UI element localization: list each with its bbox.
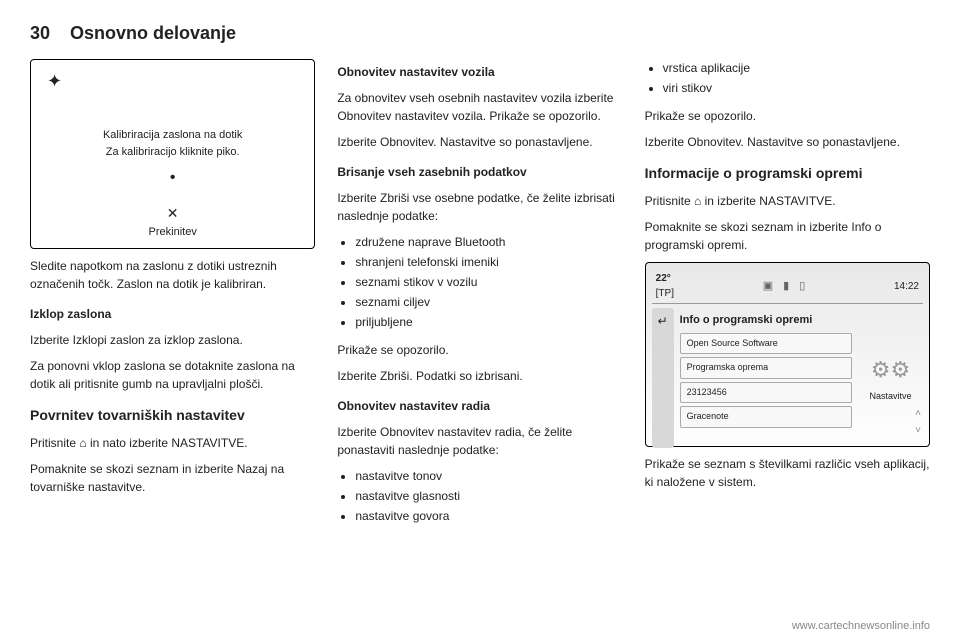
- para: Izberite Zbriši vse osebne podatke, če ž…: [337, 189, 622, 225]
- footer-link: www.cartechnewsonline.info: [792, 618, 930, 635]
- status-icon: ▮: [783, 278, 789, 295]
- para: Izberite Obnovitev. Nastavitve so ponast…: [645, 133, 930, 151]
- para: Pritisnite in nato izberite NASTAVITVE.: [30, 434, 315, 452]
- bullet-list: nastavitve tonov nastavitve glasnosti na…: [337, 467, 622, 527]
- list-item: Gracenote: [680, 406, 852, 428]
- column-1: ✦ Kalibriracija zaslona na dotik Za kali…: [30, 59, 315, 527]
- cancel-label: Prekinitev: [149, 226, 197, 238]
- list-item: shranjeni telefonski imeniki: [355, 253, 622, 271]
- list-item: nastavitve glasnosti: [355, 487, 622, 505]
- para: Izberite Zbriši. Podatki so izbrisani.: [337, 367, 622, 385]
- heading: Informacije o programski opremi: [645, 163, 930, 184]
- list-item: 23123456: [680, 382, 852, 404]
- para: Pritisnite in izberite NASTAVITVE.: [645, 192, 930, 210]
- para: Izberite Obnovitev. Nastavitve so ponast…: [337, 133, 622, 151]
- para: Za ponovni vklop zaslona se dotaknite za…: [30, 357, 315, 393]
- subheading: Izklop zaslona: [30, 305, 315, 323]
- subheading: Brisanje vseh zasebnih podatkov: [337, 163, 622, 181]
- ui-title: Info o programski opremi: [680, 312, 852, 329]
- status-icon: ▯: [799, 278, 805, 295]
- calib-title: Kalibriracija zaslona na dotik: [103, 127, 242, 144]
- column-2: Obnovitev nastavitev vozila Za obnovitev…: [337, 59, 622, 527]
- list-item: viri stikov: [663, 79, 930, 97]
- calib-instruction: Za kalibriracijo kliknite piko.: [103, 144, 242, 161]
- list-item: nastavitve tonov: [355, 467, 622, 485]
- list-item: Open Source Software: [680, 333, 852, 355]
- chevron-down-icon: ˅: [915, 423, 921, 438]
- bullet-list: vrstica aplikacije viri stikov: [645, 59, 930, 99]
- list-item: seznami ciljev: [355, 293, 622, 311]
- subheading: Obnovitev nastavitev vozila: [337, 63, 622, 81]
- para: Prikaže se opozorilo.: [645, 107, 930, 125]
- text: in izberite NASTAVITVE.: [701, 194, 835, 208]
- para: Izberite Izklopi zaslon za izklop zaslon…: [30, 331, 315, 349]
- star-icon: ✦: [47, 68, 62, 95]
- para: Prikaže se seznam s številkami različic …: [645, 455, 930, 491]
- list-item: združene naprave Bluetooth: [355, 233, 622, 251]
- tp-label: [TP]: [656, 288, 674, 299]
- calibration-screenshot: ✦ Kalibriracija zaslona na dotik Za kali…: [30, 59, 315, 249]
- list-item: nastavitve govora: [355, 507, 622, 525]
- para: Za obnovitev vseh osebnih nastavitev voz…: [337, 89, 622, 125]
- para: Pomaknite se skozi seznam in izberite In…: [645, 218, 930, 254]
- gear-icon: ⚙⚙: [871, 353, 910, 386]
- text: Pritisnite: [30, 436, 79, 450]
- list-item: vrstica aplikacije: [663, 59, 930, 77]
- bullet-list: združene naprave Bluetooth shranjeni tel…: [337, 233, 622, 333]
- software-info-screenshot: 22° [TP] ▣ ▮ ▯ 14:22 Info o programski o…: [645, 262, 930, 447]
- temperature: 22°: [656, 273, 671, 284]
- clock: 14:22: [894, 279, 919, 294]
- status-icon: ▣: [763, 278, 773, 295]
- settings-label: Nastavitve: [869, 390, 911, 404]
- list-item: seznami stikov v vozilu: [355, 273, 622, 291]
- text: Pritisnite: [645, 194, 694, 208]
- back-icon: [658, 312, 668, 330]
- para: Pomaknite se skozi seznam in izberite Na…: [30, 460, 315, 496]
- text: in nato izberite NASTAVITVE.: [87, 436, 248, 450]
- para: Izberite Obnovitev nastavitev radia, če …: [337, 423, 622, 459]
- chevron-up-icon: ˄: [915, 406, 921, 421]
- home-icon: [79, 436, 86, 450]
- page-title: Osnovno delovanje: [70, 20, 236, 47]
- page-number: 30: [30, 20, 50, 47]
- heading: Povrnitev tovarniških nastavitev: [30, 405, 315, 426]
- list-item: priljubljene: [355, 313, 622, 331]
- para: Prikaže se opozorilo.: [337, 341, 622, 359]
- subheading: Obnovitev nastavitev radia: [337, 397, 622, 415]
- para: Sledite napotkom na zaslonu z dotiki ust…: [30, 257, 315, 293]
- column-3: vrstica aplikacije viri stikov Prikaže s…: [645, 59, 930, 527]
- list-item: Programska oprema: [680, 357, 852, 379]
- close-icon: ✕: [149, 203, 197, 224]
- dot-icon: [103, 166, 242, 190]
